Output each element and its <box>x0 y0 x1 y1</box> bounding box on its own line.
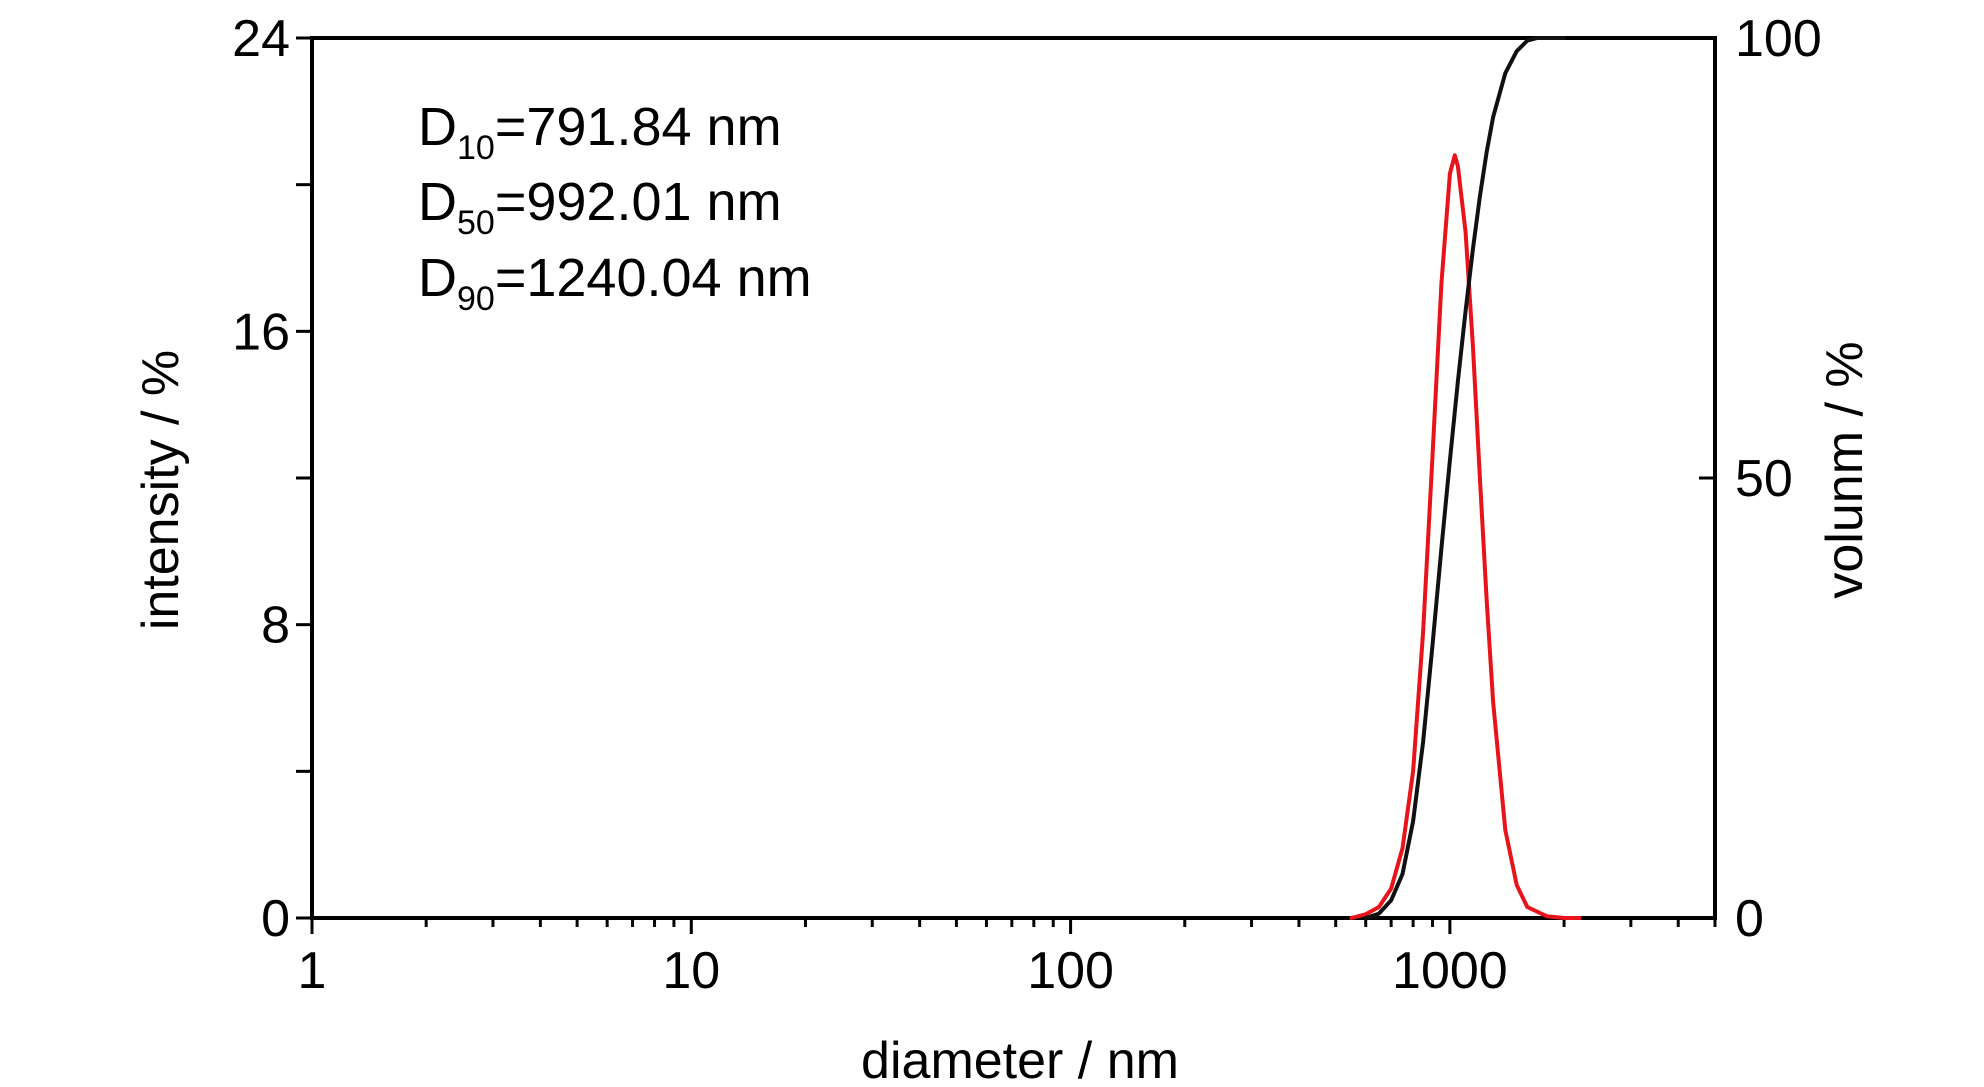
x-axis-ticks: 1 10 100 1000 <box>298 918 1717 1000</box>
d90-annotation: D90=1240.04 nm <box>418 248 812 318</box>
d10-subscript: 10 <box>457 129 495 167</box>
cumulative-volume-line <box>1363 36 1567 920</box>
left-tick-label: 16 <box>232 303 290 361</box>
d90-main: D <box>418 248 457 308</box>
d50-main: D <box>418 172 457 232</box>
d90-value: =1240.04 nm <box>495 248 812 308</box>
x-tick-label: 1000 <box>1392 942 1508 1000</box>
plot-frame <box>310 36 1717 920</box>
x-tick-label: 10 <box>662 942 720 1000</box>
d10-value: =791.84 nm <box>495 97 782 157</box>
d50-value: =992.01 nm <box>495 172 782 232</box>
right-tick-label: 100 <box>1735 10 1822 68</box>
x-axis-title: diameter / nm <box>861 1032 1179 1087</box>
left-axis-ticks: 0 8 16 24 <box>232 10 312 948</box>
d90-subscript: 90 <box>457 280 495 318</box>
d50-subscript: 50 <box>457 204 495 242</box>
x-tick-label: 1 <box>298 942 327 1000</box>
left-axis-title: intensity / % <box>132 350 190 630</box>
right-tick-label: 0 <box>1735 890 1764 948</box>
right-axis-ticks: 0 50 100 <box>1699 10 1822 948</box>
d50-annotation: D50=992.01 nm <box>418 172 782 242</box>
x-tick-label: 100 <box>1027 942 1114 1000</box>
series-group <box>1349 36 1582 920</box>
d10-main: D <box>418 97 457 157</box>
right-tick-label: 50 <box>1735 450 1793 508</box>
left-tick-label: 8 <box>261 597 290 655</box>
left-tick-label: 24 <box>232 10 290 68</box>
intensity-distribution-line <box>1349 153 1582 920</box>
right-axis-title: volunm / % <box>1816 341 1874 598</box>
left-tick-label: 0 <box>261 890 290 948</box>
diameter-annotations: D10=791.84 nm D50=992.01 nm D90=1240.04 … <box>418 97 812 318</box>
d10-annotation: D10=791.84 nm <box>418 97 782 167</box>
